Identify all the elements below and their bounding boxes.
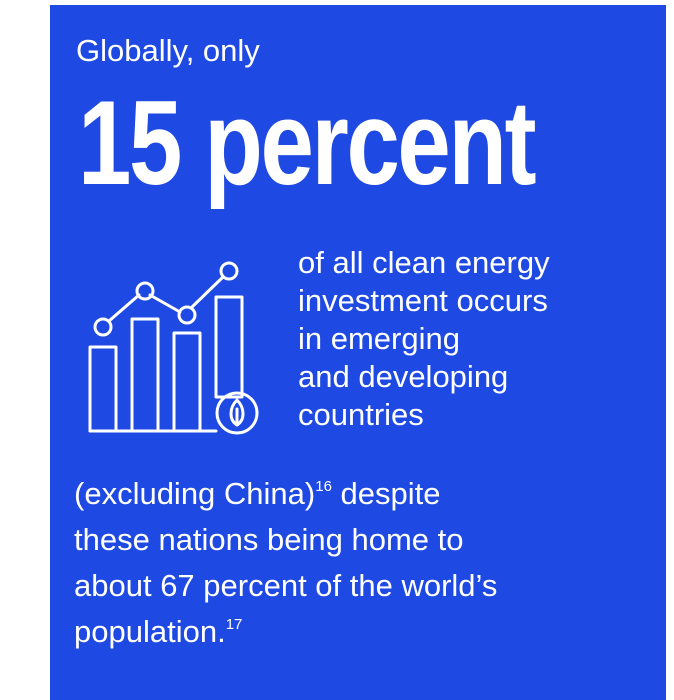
paragraph-text: population.: [74, 614, 226, 649]
infographic-panel: Globally, only 15 percent of all clean e: [50, 5, 666, 700]
description-line: countries: [298, 397, 424, 432]
chart-growth-leaf-icon: [86, 257, 278, 437]
footnote-marker: 17: [225, 616, 243, 633]
description-line: of all clean energy: [298, 245, 550, 280]
paragraph-line: population.17: [74, 609, 654, 655]
intro-text: Globally, only: [76, 33, 260, 68]
paragraph-line: (excluding China)16 despite: [74, 471, 654, 517]
headline-stat: 15 percent: [78, 76, 537, 210]
footnote-marker: 16: [315, 478, 332, 495]
description-line: in emerging: [298, 321, 460, 356]
paragraph-text: despite: [331, 476, 441, 511]
paragraph-line: about 67 percent of the world’s: [74, 568, 498, 603]
paragraph-line: these nations being home to: [74, 522, 464, 557]
description-line: investment occurs: [298, 283, 548, 318]
population-paragraph: (excluding China)16 despite these nation…: [74, 471, 654, 655]
paragraph-text: (excluding China): [74, 476, 316, 511]
description-line: and developing: [298, 359, 509, 394]
investment-description: of all clean energy investment occurs in…: [298, 244, 658, 434]
